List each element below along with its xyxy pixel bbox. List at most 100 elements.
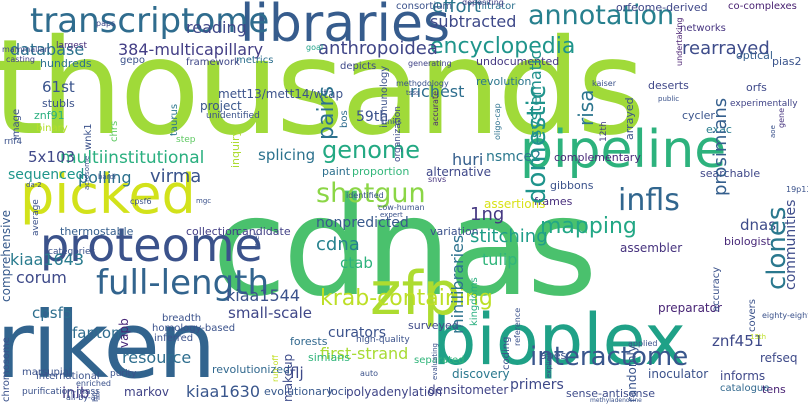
word: polling — [78, 168, 132, 187]
word: hundreds — [40, 57, 92, 70]
word: purification-mass — [22, 387, 100, 397]
word: generating — [408, 59, 452, 68]
word: small-scale — [228, 304, 313, 322]
word: rearrayed — [682, 38, 770, 59]
word: riken — [0, 292, 216, 399]
word: complementary — [554, 151, 641, 164]
word: pipeline — [520, 120, 727, 180]
word: 12th — [599, 121, 609, 142]
word: sequenced — [8, 167, 85, 183]
word: tulip — [482, 250, 518, 269]
word: variation — [430, 225, 479, 238]
word: wnk1 — [83, 123, 94, 150]
word: apes — [540, 349, 567, 362]
word: covers — [747, 298, 758, 332]
word: chrs — [109, 120, 120, 142]
word: 1ng — [470, 204, 505, 225]
word: shotgun — [316, 178, 426, 209]
word: applied — [628, 339, 658, 348]
word: casting — [6, 55, 35, 64]
word: tens — [762, 383, 786, 396]
word: discovery — [452, 367, 510, 381]
word: markov — [124, 385, 169, 399]
word: cow-human — [378, 203, 425, 212]
word: surveyed — [408, 319, 459, 332]
word: coding — [501, 336, 512, 370]
word: enriched — [76, 379, 111, 388]
word: categories — [48, 247, 96, 257]
word: methyladenosine — [590, 397, 642, 404]
word: kiaa1643 — [10, 250, 85, 269]
word: encyclopedia — [430, 34, 576, 59]
word: largest — [56, 41, 88, 51]
word: 59th — [356, 109, 389, 125]
word: thousands — [0, 11, 646, 165]
word: loci — [328, 385, 347, 398]
word: orfeome-derived — [616, 1, 708, 14]
word: nonpredicted — [316, 215, 409, 231]
word: thermostable — [60, 225, 134, 238]
word: libraries — [240, 0, 451, 54]
word: organization — [393, 106, 403, 162]
word: inib — [62, 384, 90, 402]
word: networks — [680, 23, 726, 34]
word: bioplex — [432, 299, 686, 381]
word: prosimians — [710, 97, 731, 196]
word: picked — [20, 163, 196, 226]
word: marsupial — [22, 367, 72, 378]
word: bos — [339, 110, 350, 128]
word: image — [11, 108, 22, 140]
word: high-quality — [356, 335, 410, 345]
word: resource — [122, 348, 192, 367]
word: huri — [452, 150, 484, 169]
word: orfs — [746, 81, 767, 94]
word: oligo-cap — [493, 103, 502, 140]
word: filtrator — [478, 1, 516, 12]
word: mapping — [540, 214, 637, 239]
word: gibbons — [550, 179, 594, 192]
word: risa — [574, 89, 598, 126]
word: depicts — [340, 61, 377, 72]
word: randomly — [625, 345, 639, 402]
word: makeup — [281, 353, 295, 402]
word: vapb — [117, 318, 131, 348]
word: expert — [380, 211, 403, 219]
word: evolutionary — [264, 385, 333, 398]
word: sense-antisense — [566, 387, 655, 400]
word: 19p13 — [786, 185, 808, 194]
word: revolutionized — [212, 363, 290, 376]
word: znf91 — [34, 109, 65, 122]
word: collection — [186, 225, 239, 238]
word: undocumented — [476, 55, 560, 68]
word: gene — [777, 108, 786, 128]
word: first-strand — [320, 344, 409, 363]
word: interactome — [530, 342, 689, 372]
word: virma — [150, 166, 202, 187]
word: deserts — [648, 79, 689, 92]
word: methodology — [396, 79, 449, 88]
word: accurate — [431, 90, 440, 126]
word: acrosome — [83, 155, 91, 190]
word: exac — [706, 123, 732, 136]
word: refseq — [760, 351, 798, 365]
word: dnas — [740, 216, 777, 234]
word: proteome — [40, 218, 263, 272]
word: kingdoms — [469, 277, 480, 326]
word: pairs — [314, 85, 339, 140]
word: reference — [513, 307, 522, 346]
word: cycler — [682, 109, 715, 122]
word: optical — [736, 49, 773, 62]
word: gepo — [120, 55, 145, 66]
word: fantom — [72, 324, 126, 342]
word: kaiser — [592, 79, 616, 88]
word: krab-containing — [320, 286, 493, 311]
word: framework — [186, 57, 240, 68]
word: primers — [510, 377, 564, 393]
word: densitometer — [428, 383, 509, 397]
word: zfp — [370, 259, 461, 329]
word: infls — [618, 183, 680, 218]
word: nsmce2 — [486, 149, 542, 165]
word: communities — [783, 199, 799, 290]
word: cdnas — [212, 169, 597, 327]
